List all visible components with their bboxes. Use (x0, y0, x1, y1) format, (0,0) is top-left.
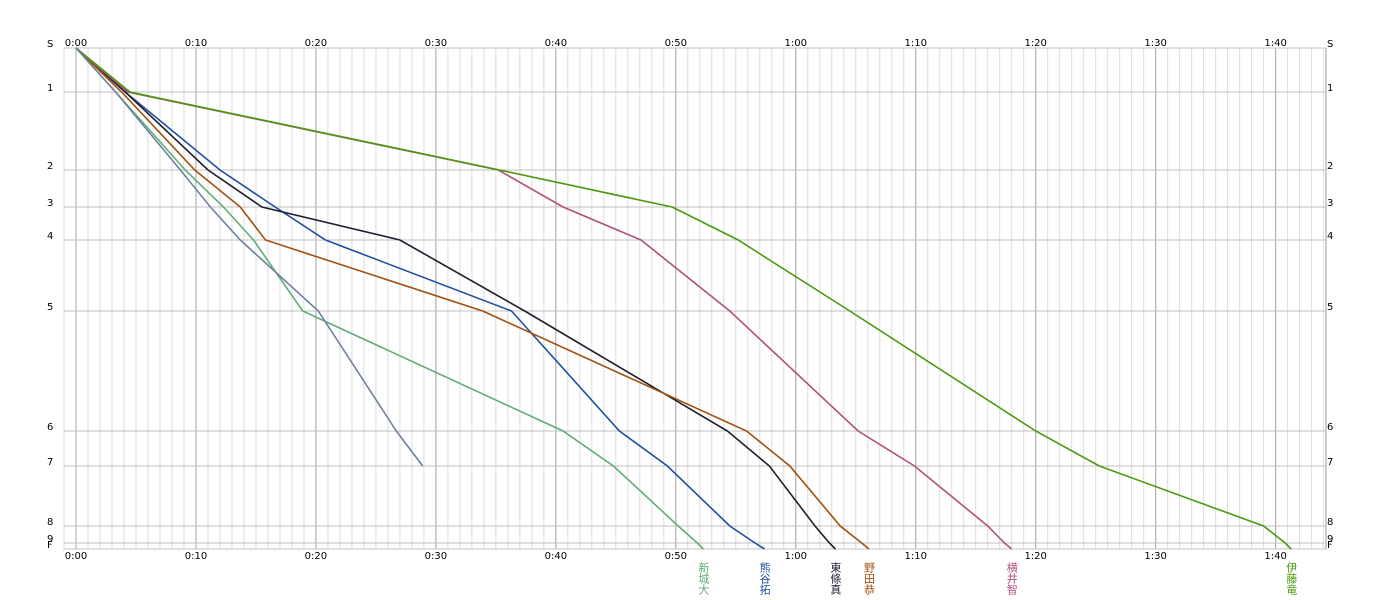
x-tick-label: 1:30 (1144, 38, 1166, 49)
y-tick-label: 2 (1327, 161, 1333, 172)
x-tick-label: 1:40 (1264, 38, 1286, 49)
x-tick-label: 0:20 (305, 38, 327, 49)
legend-entry: 新城大 (697, 561, 710, 595)
x-tick-label: 1:20 (1024, 551, 1046, 562)
x-tick-label: 0:00 (65, 551, 87, 562)
y-tick-label: 7 (47, 457, 53, 468)
series-line (75, 47, 704, 550)
y-tick-label: 6 (47, 422, 53, 433)
y-tick-label: F (47, 540, 53, 551)
y-tick-label: 6 (1327, 422, 1333, 433)
y-tick-label: 2 (47, 161, 53, 172)
y-tick-label: 8 (1327, 517, 1333, 528)
y-tick-label: 1 (1327, 83, 1333, 94)
x-tick-label: 1:00 (785, 551, 807, 562)
x-tick-label: 0:10 (185, 38, 207, 49)
series-line (75, 47, 870, 550)
y-tick-label: 8 (47, 517, 53, 528)
legend-entry: 東條真 (829, 562, 842, 596)
x-tick-label: 0:30 (425, 38, 447, 49)
plot-frame (63, 47, 1327, 550)
x-tick-label: 1:10 (904, 551, 926, 562)
y-tick-label: 4 (47, 231, 53, 242)
x-tick-label: 0:20 (305, 551, 327, 562)
y-tick-label: 4 (1327, 231, 1333, 242)
y-tick-label: 3 (47, 198, 53, 209)
y-tick-label: 9 (1327, 534, 1333, 545)
y-tick-label: 9 (47, 534, 53, 545)
y-tick-label: S (1327, 39, 1333, 50)
x-tick-label: 0:40 (545, 551, 567, 562)
x-tick-label: 0:00 (65, 38, 87, 49)
y-tick-label: F (1327, 540, 1333, 551)
x-tick-label: 0:50 (665, 38, 687, 49)
series-line (75, 47, 836, 550)
legend-entry: 熊谷拓 (758, 561, 771, 595)
x-tick-label: 0:50 (665, 551, 687, 562)
series-line (75, 47, 424, 467)
legend-entry: 伊藤竜 (1285, 562, 1298, 595)
legend-entry: 横井智 (1005, 561, 1018, 596)
y-tick-label: 5 (1327, 302, 1333, 313)
x-tick-label: 0:10 (185, 551, 207, 562)
legend-entry: 野田恭 (862, 562, 875, 595)
x-tick-label: 0:30 (425, 551, 447, 562)
series-line (75, 47, 1292, 550)
x-tick-label: 0:40 (545, 38, 567, 49)
x-tick-label: 1:10 (904, 38, 926, 49)
x-tick-label: 1:00 (785, 38, 807, 49)
x-tick-label: 1:20 (1024, 38, 1046, 49)
x-tick-label: 1:40 (1264, 551, 1286, 562)
y-tick-label: 7 (1327, 457, 1333, 468)
x-tick-label: 1:30 (1144, 551, 1166, 562)
y-tick-label: 3 (1327, 198, 1333, 209)
y-tick-label: 5 (47, 302, 53, 313)
y-tick-label: 1 (47, 83, 53, 94)
y-tick-label: S (47, 39, 53, 50)
series-line (75, 47, 766, 550)
